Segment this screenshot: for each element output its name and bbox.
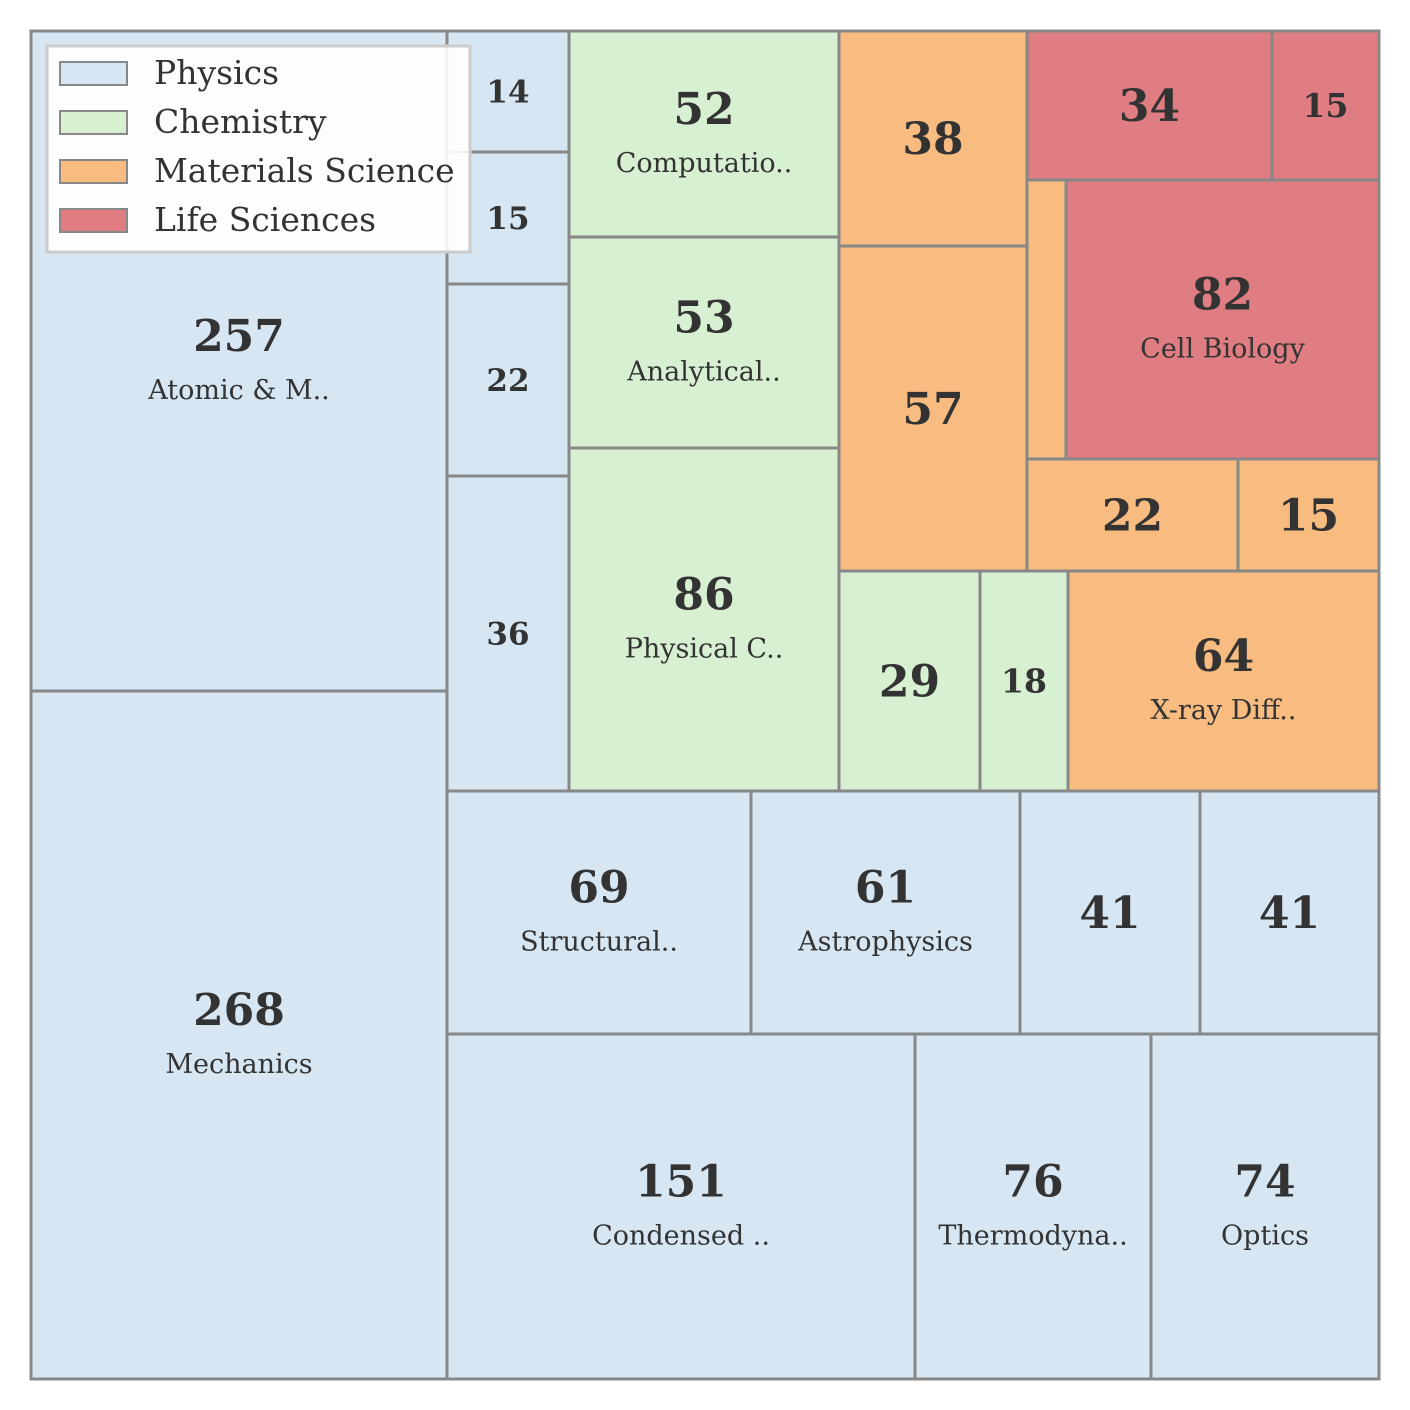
tile: 38 bbox=[837, 29, 1029, 248]
tile-label: Cell Biology bbox=[1140, 334, 1305, 365]
tile-rect bbox=[913, 1032, 1153, 1381]
tile-rect bbox=[1064, 178, 1381, 461]
tile-label: Atomic & M.. bbox=[147, 375, 330, 406]
tile: 34 bbox=[1025, 29, 1274, 182]
legend-entry-label: Chemistry bbox=[154, 102, 327, 141]
tile-value: 52 bbox=[673, 84, 734, 135]
tile: 15 bbox=[1236, 457, 1381, 573]
tile-label: Computatio.. bbox=[616, 148, 793, 179]
tile-value: 82 bbox=[1192, 270, 1253, 321]
tile-rect bbox=[1025, 29, 1274, 182]
tile-rect bbox=[445, 789, 753, 1036]
tile-value: 57 bbox=[902, 384, 963, 435]
tile-rect bbox=[1149, 1032, 1381, 1381]
tile-rect bbox=[567, 235, 841, 450]
tile-value: 41 bbox=[1259, 888, 1320, 939]
tile-value: 76 bbox=[1002, 1157, 1063, 1208]
tile-label: Analytical.. bbox=[626, 357, 780, 388]
tile-label: Condensed .. bbox=[592, 1221, 770, 1252]
tile-rect bbox=[567, 446, 841, 793]
tile-rect bbox=[1198, 789, 1381, 1036]
tile-label: Optics bbox=[1221, 1221, 1309, 1252]
tile-value: 268 bbox=[193, 985, 285, 1036]
legend-swatch bbox=[59, 110, 128, 135]
tile: 22 bbox=[1025, 457, 1240, 573]
tile-label: Physical C.. bbox=[625, 634, 784, 665]
tile-value: 29 bbox=[879, 656, 940, 707]
tile-rect bbox=[837, 29, 1029, 248]
tile-value: 18 bbox=[1001, 662, 1047, 701]
tile-label: Mechanics bbox=[165, 1049, 312, 1080]
tile-value: 34 bbox=[1119, 81, 1180, 132]
tile: 64 X-ray Diff.. bbox=[1066, 569, 1381, 793]
tile-value: 22 bbox=[486, 363, 529, 399]
legend-swatch bbox=[59, 208, 128, 233]
tile-rect bbox=[837, 569, 982, 793]
tile-value: 15 bbox=[1278, 490, 1339, 541]
plot-frame bbox=[30, 30, 1380, 1380]
tile-value: 64 bbox=[1193, 631, 1254, 682]
legend-entry-label: Physics bbox=[154, 53, 279, 92]
tile-value: 53 bbox=[673, 293, 734, 344]
tile-value: 14 bbox=[486, 74, 529, 110]
tile-value: 15 bbox=[1303, 86, 1349, 125]
tile: 69 Structural.. bbox=[445, 789, 753, 1036]
tile-value: 151 bbox=[635, 1157, 727, 1208]
tile: 15 bbox=[1270, 29, 1381, 182]
tile-value: 41 bbox=[1079, 888, 1140, 939]
treemap-tiles: 257 Atomic & M.. 268 Mechanics 14 15 22 36 52 Com… bbox=[29, 29, 1381, 1381]
tile: 36 bbox=[445, 474, 571, 793]
tile: 57 bbox=[837, 244, 1029, 573]
tile-value: 86 bbox=[673, 570, 734, 621]
legend-swatch bbox=[59, 159, 128, 184]
tile-rect bbox=[749, 789, 1022, 1036]
tile-rect bbox=[567, 29, 841, 239]
tile-rect bbox=[1236, 457, 1381, 573]
tile-rect bbox=[1018, 789, 1202, 1036]
legend-entry-label: Materials Science bbox=[154, 151, 455, 190]
tile-label: X-ray Diff.. bbox=[1151, 695, 1297, 726]
tile: 52 Computatio.. bbox=[567, 29, 841, 239]
tile: 61 Astrophysics bbox=[749, 789, 1022, 1036]
tile-rect bbox=[1025, 178, 1068, 461]
tile-value: 69 bbox=[568, 863, 629, 914]
legend-swatch bbox=[59, 61, 128, 86]
tile bbox=[1025, 178, 1068, 461]
tile: 18 bbox=[978, 569, 1070, 793]
tile: 22 bbox=[445, 282, 571, 478]
tile-value: 257 bbox=[193, 311, 285, 362]
tile: 268 Mechanics bbox=[29, 689, 449, 1381]
legend: Physics Chemistry Materials Science Life Sc… bbox=[45, 44, 472, 254]
tile-value: 22 bbox=[1102, 490, 1163, 541]
tile-value: 36 bbox=[486, 616, 529, 652]
tile-label: Astrophysics bbox=[797, 927, 973, 958]
legend-entry-label: Life Sciences bbox=[154, 200, 376, 239]
tile-value: 74 bbox=[1234, 1157, 1295, 1208]
tile: 74 Optics bbox=[1149, 1032, 1381, 1381]
tile-value: 61 bbox=[855, 863, 916, 914]
tile: 86 Physical C.. bbox=[567, 446, 841, 793]
tile: 29 bbox=[837, 569, 982, 793]
tile-value: 15 bbox=[486, 201, 529, 237]
tile-value: 38 bbox=[902, 114, 963, 165]
tile: 41 bbox=[1018, 789, 1202, 1036]
tile: 76 Thermodyna.. bbox=[913, 1032, 1153, 1381]
tile-label: Thermodyna.. bbox=[938, 1221, 1127, 1252]
tile-rect bbox=[1270, 29, 1381, 182]
tile: 53 Analytical.. bbox=[567, 235, 841, 450]
tile-rect bbox=[445, 1032, 917, 1381]
tile: 82 Cell Biology bbox=[1064, 178, 1381, 461]
tile-label: Structural.. bbox=[520, 927, 678, 958]
tile: 151 Condensed .. bbox=[445, 1032, 917, 1381]
tile: 41 bbox=[1198, 789, 1381, 1036]
tile-rect bbox=[978, 569, 1070, 793]
